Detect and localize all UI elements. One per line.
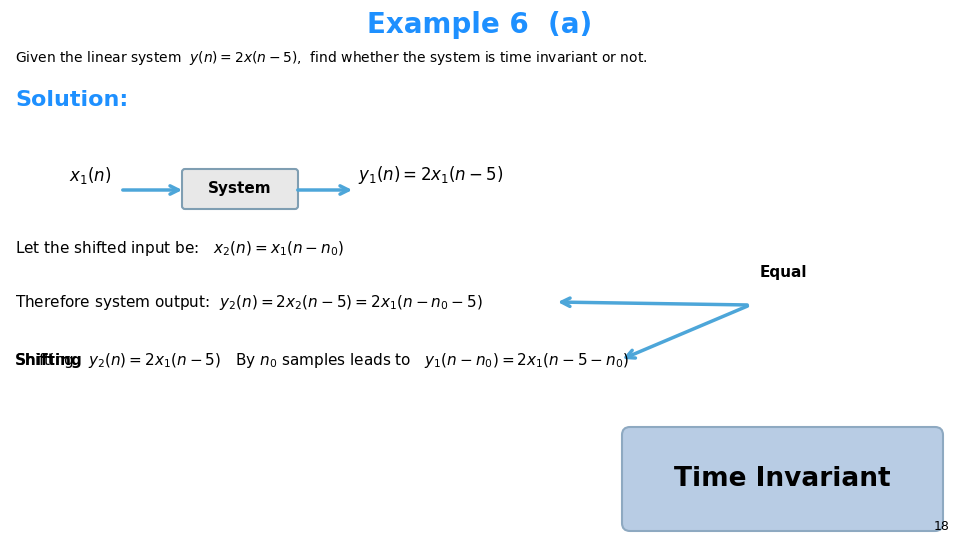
Text: $x_1(n)$: $x_1(n)$ [69, 165, 111, 186]
Text: Shifting   $y_2(n) = 2x_1(n-5)$   By $n_0$ samples leads to   $y_1(n-n_0) = 2x_1: Shifting $y_2(n) = 2x_1(n-5)$ By $n_0$ s… [15, 350, 629, 369]
FancyBboxPatch shape [622, 427, 943, 531]
Text: $y_1(n) = 2x_1(n-5)$: $y_1(n) = 2x_1(n-5)$ [358, 164, 503, 186]
Text: Therefore system output:  $y_2(n) = 2x_2(n-5) = 2x_1(n - n_0 - 5)$: Therefore system output: $y_2(n) = 2x_2(… [15, 293, 483, 312]
Text: Given the linear system  $y(n) = 2x(n-5)$,  find whether the system is time inva: Given the linear system $y(n) = 2x(n-5)$… [15, 49, 648, 67]
FancyBboxPatch shape [182, 169, 298, 209]
Text: Let the shifted input be:   $x_2(n) = x_1(n - n_0)$: Let the shifted input be: $x_2(n) = x_1(… [15, 239, 344, 258]
Text: Solution:: Solution: [15, 90, 129, 110]
Text: 18: 18 [934, 520, 950, 533]
Text: Shifting: Shifting [15, 353, 83, 368]
Text: System: System [208, 181, 272, 197]
Text: Time Invariant: Time Invariant [674, 466, 891, 492]
Text: Equal: Equal [760, 265, 807, 280]
Text: Example 6  (a): Example 6 (a) [368, 11, 592, 39]
